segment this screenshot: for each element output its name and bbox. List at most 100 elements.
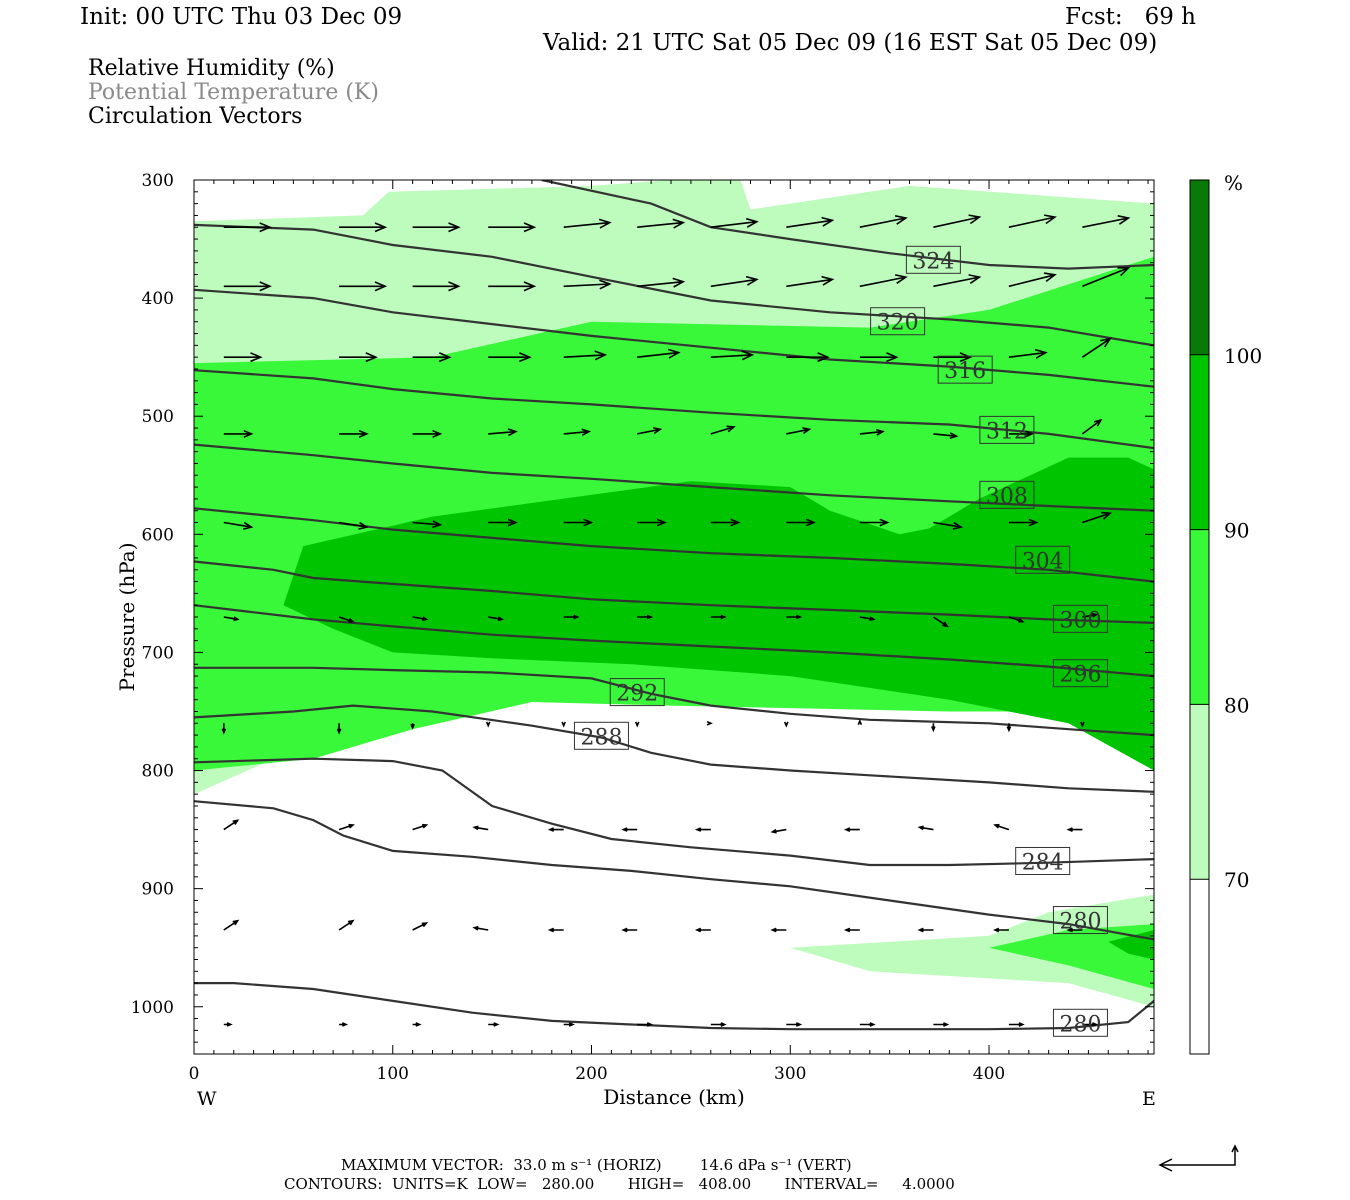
isentrope-label-320: 320 [870, 307, 926, 336]
circulation-vector [488, 518, 518, 527]
isentrope-296 [194, 604, 1154, 678]
circulation-vector [488, 428, 518, 437]
circulation-vector [223, 222, 272, 233]
circulation-vector [859, 428, 885, 436]
valid-time: Valid: 21 UTC Sat 05 Dec 09 (16 EST Sat … [543, 30, 1158, 56]
circulation-vector [488, 352, 532, 363]
isentrope-label-box [979, 480, 1035, 509]
x-west-label: W [197, 1088, 217, 1110]
circulation-vector [1008, 272, 1057, 288]
circulation-vector [1008, 348, 1048, 359]
circulation-vector [710, 350, 755, 361]
isentrope-label-box [870, 307, 926, 336]
x-tick-label: 100 [377, 1064, 409, 1084]
circulation-vector [563, 614, 580, 620]
circulation-vector [786, 614, 803, 620]
field-theta: Potential Temperature (K) [88, 80, 379, 105]
isentrope-label-box [1052, 659, 1108, 688]
circulation-vector [223, 521, 254, 530]
vector-layer [221, 214, 1131, 1027]
circulation-vector [1006, 723, 1012, 733]
circulation-vector [932, 616, 949, 628]
y-tick-label: 300 [142, 171, 174, 191]
circulation-vector [547, 927, 564, 933]
isentrope-label-300: 300 [1052, 604, 1108, 633]
x-tick-label: 400 [973, 1064, 1005, 1084]
isentrope-300 [194, 560, 1154, 624]
colorbar-frame [1189, 179, 1210, 1055]
isentrope-312 [194, 369, 1154, 450]
y-tick-label: 1000 [131, 998, 174, 1018]
circulation-vector [710, 217, 759, 228]
circulation-vector [1008, 518, 1039, 527]
isentrope-label-text: 308 [986, 484, 1028, 509]
colorbar-label: 100 [1224, 344, 1262, 368]
circulation-vector [933, 352, 973, 363]
circulation-vector [859, 518, 890, 527]
colorbar-segment [1190, 354, 1209, 530]
circulation-vector [412, 222, 461, 233]
circulation-vector [412, 823, 429, 831]
isentrope-label-box [573, 721, 629, 750]
circulation-vector [710, 518, 741, 527]
circulation-vector [1066, 827, 1083, 832]
isentrope-324 [541, 180, 1154, 270]
circulation-vector [563, 518, 594, 527]
circulation-vector [786, 427, 812, 435]
y-tick-label: 800 [142, 762, 174, 782]
circulation-vector [770, 828, 787, 834]
isentrope-label-296: 296 [1052, 659, 1108, 688]
circulation-vector [338, 616, 355, 623]
circulation-vector [637, 518, 667, 527]
isentrope-label-layer: 324 320 316 312 308 304 300 296 292 288 284 280 280 [573, 245, 1108, 1037]
isentrope-label-284: 284 [1015, 846, 1071, 875]
isentrope-280 [194, 982, 1154, 1031]
isentrope-label-text: 280 [1059, 910, 1101, 935]
isentrope-label-box [1052, 604, 1108, 633]
colorbar-label: 90 [1224, 519, 1249, 543]
circulation-vector [706, 720, 713, 726]
circulation-vector [1081, 418, 1103, 435]
circulation-vector [859, 215, 908, 228]
isentrope-288 [194, 704, 1154, 793]
field-vectors: Circulation Vectors [88, 104, 303, 129]
circulation-vector [933, 432, 959, 440]
circulation-vector [339, 222, 388, 233]
circulation-vector [561, 721, 566, 728]
circulation-vector [221, 723, 227, 735]
isentrope-label-box [1015, 545, 1071, 574]
circulation-vector [710, 614, 727, 620]
isentrope-label-316: 316 [937, 355, 993, 384]
isentrope-label-text: 280 [1059, 1012, 1101, 1037]
circulation-vector [786, 275, 835, 288]
circulation-vector [694, 927, 711, 933]
circulation-vector [223, 919, 240, 931]
circulation-vector [637, 427, 663, 435]
isentrope-label-288: 288 [573, 721, 629, 750]
circulation-vector [339, 1022, 349, 1027]
circulation-vector [843, 827, 860, 832]
rh-colorbar: 70 80 90 100 [1189, 179, 1262, 1055]
colorbar-label: 70 [1224, 868, 1249, 892]
circulation-vector [488, 281, 537, 292]
circulation-vector [412, 520, 443, 529]
circulation-vector [563, 218, 612, 229]
circulation-vector [710, 1022, 727, 1027]
circulation-vector [1008, 616, 1025, 623]
isentrope-label-box [1052, 906, 1108, 935]
circulation-vector [1082, 266, 1131, 288]
circulation-vector [1082, 1022, 1099, 1027]
isentrope-label-280: 280 [1052, 1008, 1108, 1037]
x-tick-label: 0 [189, 1064, 200, 1084]
colorbar-segment [1190, 529, 1209, 705]
y-axis-title: Pressure (hPa) [115, 543, 139, 692]
circulation-vector [1082, 215, 1131, 228]
isentrope-320 [194, 223, 1154, 347]
circulation-vector [338, 521, 369, 530]
circulation-vector [843, 927, 860, 933]
circulation-vector [710, 425, 736, 435]
circulation-vector [637, 277, 686, 288]
rh-region-80-90 [989, 924, 1154, 989]
circulation-vector [1008, 214, 1057, 228]
isentrope-label-292: 292 [609, 678, 665, 707]
